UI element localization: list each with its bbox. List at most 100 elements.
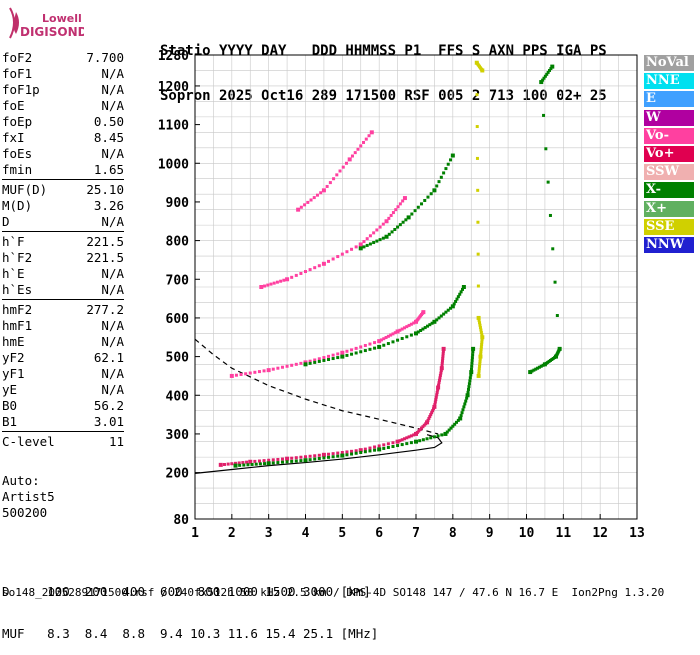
sse-spread-point <box>476 252 480 256</box>
param-label: B1 <box>2 414 18 429</box>
o-trace-4-point <box>359 144 363 148</box>
x-trace-1-point <box>354 451 358 455</box>
param-fmin: fmin 1.65 <box>2 162 124 178</box>
x-trace-2-point <box>437 316 441 320</box>
param-value: N/A <box>101 266 124 281</box>
o-trace-3-point <box>365 237 369 241</box>
o-trace-3-point <box>299 271 303 275</box>
muf-distance-row: D 100 200 400 600 800 1000 1500 3000 [km… <box>2 584 371 599</box>
x-trace-1-point <box>327 455 331 459</box>
o-trace-1-point <box>433 402 437 406</box>
o-trace-3-point <box>389 213 393 217</box>
x-trace-1-point <box>340 453 345 458</box>
o-trace-2-point <box>363 343 367 347</box>
o-trace-1-point <box>377 444 381 448</box>
param-label: fxI <box>2 130 25 145</box>
param-value: 11 <box>108 434 124 449</box>
x-trace-1-point <box>308 458 312 462</box>
o-trace-1-point <box>425 420 430 425</box>
x-trace-1-point <box>414 439 418 444</box>
o-trace-3-point <box>269 282 273 286</box>
x-trace-1-point <box>445 430 449 434</box>
x-cluster-11-point <box>528 370 533 375</box>
legend-nne: NNE <box>644 73 694 90</box>
x-trace-1-point <box>461 408 465 412</box>
file-info-footer: so148_2025289171500.rsf / 240fx512h 50 k… <box>2 586 665 599</box>
x-tick-label: 11 <box>556 526 572 541</box>
o-trace-1-point <box>257 459 261 463</box>
muf-table: D 100 200 400 600 800 1000 1500 3000 [km… <box>2 557 378 655</box>
legend-x-plus: X+ <box>644 200 694 217</box>
o-trace-4-point <box>344 161 348 165</box>
x-cluster-11-point <box>557 346 562 351</box>
sse-spread-point <box>480 68 485 73</box>
x-trace-4-point <box>406 215 411 220</box>
x-trace-1-point <box>418 439 422 443</box>
o-trace-3-point <box>378 225 382 229</box>
x-trace-1-point <box>471 350 475 354</box>
sse-spread-point <box>480 333 484 337</box>
sse-spread-point <box>478 326 482 330</box>
sse-spread-point <box>478 359 482 363</box>
x-trace-2-point <box>426 324 430 328</box>
param-label: h`E <box>2 266 25 281</box>
x-trace-1-point <box>290 459 294 463</box>
o-trace-1-point <box>436 385 441 390</box>
o-trace-2-point <box>421 310 426 315</box>
x-trace-4-point <box>393 227 397 231</box>
o-trace-1-point <box>426 418 430 422</box>
sse-spread-point <box>480 338 484 342</box>
x-tick-label: 8 <box>449 526 457 541</box>
o-trace-1-point <box>350 449 354 453</box>
x-cluster-11-point <box>546 70 550 74</box>
o-trace-2-point <box>331 353 335 357</box>
x-trace-1-point <box>464 399 468 403</box>
param-value: N/A <box>101 318 124 333</box>
x-trace-1-point <box>425 437 429 441</box>
y-tick-label: 300 <box>166 428 190 443</box>
x-trace-2-point <box>377 344 382 349</box>
x-trace-2-point <box>459 290 463 294</box>
o-trace-1-point <box>331 452 335 456</box>
legend-noval: NoVal <box>644 55 694 71</box>
x-trace-2-point <box>368 347 372 351</box>
o-trace-1-point <box>405 436 409 440</box>
o-trace-2-point <box>405 325 409 329</box>
x-trace-4-point <box>450 153 455 158</box>
x-trace-2-point <box>421 327 425 331</box>
x-trace-2-point <box>454 300 458 303</box>
o-trace-3-point <box>402 196 407 201</box>
x-trace-1-point <box>322 456 326 460</box>
o-trace-1-point <box>440 361 444 365</box>
legend-e: E <box>644 91 694 108</box>
o-trace-2-point <box>244 372 248 376</box>
o-trace-2-point <box>354 346 358 350</box>
o-trace-4-point <box>367 134 371 138</box>
o-trace-2-point <box>266 368 271 373</box>
param-value: 25.10 <box>86 182 124 197</box>
x-trace-1-point <box>382 446 386 450</box>
param-hmf1: hmF1 N/A <box>2 318 124 334</box>
param-value: 7.700 <box>86 50 124 65</box>
param-foes: foEs N/A <box>2 146 124 162</box>
param-value: N/A <box>101 98 124 113</box>
o-trace-2-point <box>313 358 317 362</box>
x-trace-1-point <box>462 405 466 409</box>
x-trace-1-point <box>233 463 238 468</box>
x-trace-2-point <box>350 352 354 356</box>
sse-spread-point <box>476 188 480 192</box>
o-trace-2-point <box>409 322 413 326</box>
o-trace-4-point <box>364 137 368 141</box>
ionogram-plot: 1 2 3 4 5 6 7 8 9 10 11 12 1380200300400500600700800… <box>158 49 645 541</box>
x-trace-1-point <box>368 449 372 453</box>
o-trace-1-point <box>304 455 307 459</box>
o-trace-2-point <box>317 357 321 361</box>
o-trace-1-point <box>317 453 321 457</box>
x-cluster-11-point <box>536 366 540 370</box>
sse-spread-point <box>477 367 481 371</box>
x-trace-2-point <box>446 308 450 312</box>
o-trace-3-point <box>401 199 405 203</box>
auto-version: 500200 <box>2 505 48 520</box>
x-trace-1-point <box>254 462 258 466</box>
param-label: yF1 <box>2 366 25 381</box>
